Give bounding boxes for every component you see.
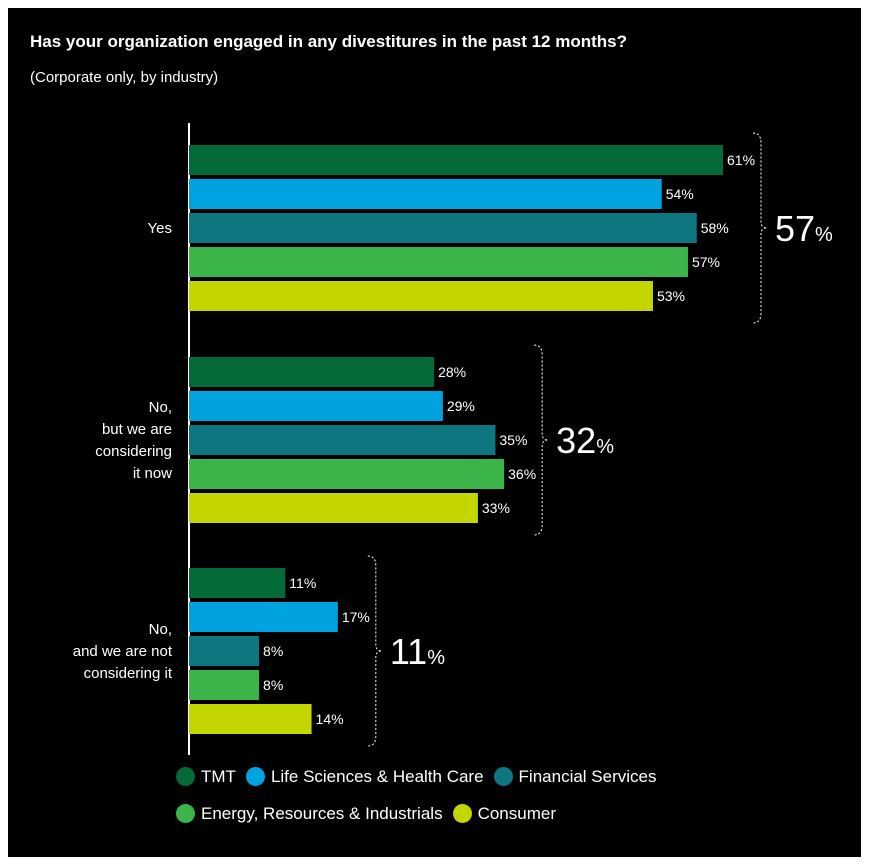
group-total: 57% [775, 208, 833, 249]
bar [189, 602, 338, 632]
bar [189, 145, 723, 175]
data-label: 8% [263, 677, 283, 693]
chart-subtitle: (Corporate only, by industry) [30, 69, 219, 86]
legend: TMT Life Sciences & Health Care Financia… [176, 764, 736, 838]
bar [189, 670, 260, 700]
data-label: 14% [316, 711, 344, 727]
category-label: Yes [148, 220, 172, 237]
data-label: 17% [342, 609, 370, 625]
group-bracket [367, 555, 382, 747]
data-label: 53% [657, 288, 685, 304]
data-label: 54% [666, 186, 694, 202]
data-label: 33% [482, 500, 510, 516]
bar [189, 636, 260, 666]
legend-swatch-life-sciences [245, 767, 265, 786]
legend-swatch-financial-services [493, 767, 513, 786]
bar [189, 281, 653, 311]
legend-label-life-sciences: Life Sciences & Health Care [270, 766, 484, 786]
legend-label-energy: Energy, Resources & Industrials [201, 803, 443, 823]
bar [189, 459, 505, 489]
legend-swatch-energy [176, 804, 195, 823]
data-label: 8% [263, 643, 283, 659]
data-label: 28% [438, 364, 466, 380]
legend-item-tmt: TMT [176, 767, 236, 787]
data-label: 61% [727, 152, 755, 168]
group-total: 11% [390, 631, 445, 672]
bar [189, 391, 443, 421]
legend-label-consumer: Consumer [477, 803, 556, 823]
data-label: 35% [499, 432, 527, 448]
bar [189, 357, 435, 387]
group-bracket [752, 132, 768, 324]
data-label: 58% [701, 220, 729, 236]
data-label: 11% [289, 575, 316, 591]
category-label: No, but we are considering it now [95, 399, 172, 482]
legend-swatch-consumer [452, 804, 472, 823]
legend-item-life-sciences: Life Sciences & Health Care [245, 766, 484, 787]
legend-item-consumer: Consumer [452, 803, 556, 824]
chart-title: Has your organization engaged in any div… [30, 32, 628, 51]
group-total: 32% [556, 420, 614, 461]
data-label: 57% [692, 254, 720, 270]
bar [189, 247, 688, 277]
bar [189, 213, 697, 243]
data-label: 29% [447, 398, 475, 414]
bar [189, 704, 312, 734]
bar [189, 179, 662, 209]
legend-item-energy: Energy, Resources & Industrials [176, 804, 443, 824]
legend-item-financial-services: Financial Services [493, 766, 657, 787]
legend-swatch-tmt [176, 767, 195, 786]
legend-label-financial-services: Financial Services [518, 766, 657, 786]
data-label: 36% [508, 466, 536, 482]
bar [189, 425, 496, 455]
group-bracket [534, 344, 549, 536]
category-label: No, and we are not considering it [73, 621, 173, 682]
bar [189, 493, 478, 523]
bar [189, 568, 286, 598]
legend-label-tmt: TMT [201, 766, 236, 786]
